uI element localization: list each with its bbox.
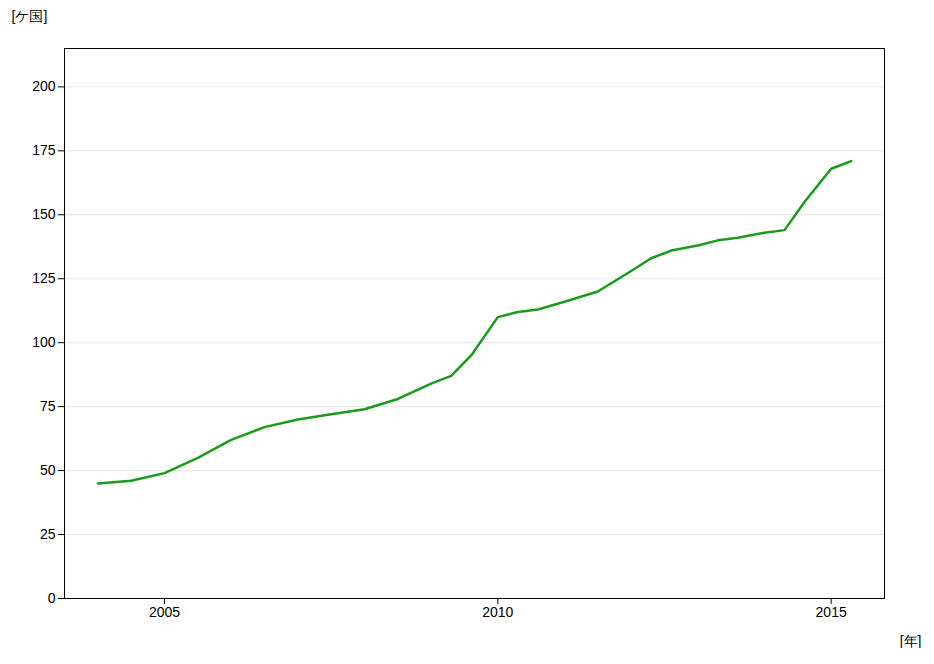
svg-text:100: 100 [32, 334, 56, 350]
svg-text:75: 75 [40, 398, 56, 414]
svg-text:0: 0 [48, 590, 56, 606]
svg-text:2010: 2010 [482, 604, 513, 620]
svg-text:2005: 2005 [149, 604, 180, 620]
svg-text:[年]: [年] [900, 633, 922, 649]
svg-text:[ケ国]: [ケ国] [12, 8, 48, 24]
svg-text:175: 175 [32, 142, 56, 158]
svg-text:200: 200 [32, 78, 56, 94]
svg-text:2015: 2015 [816, 604, 847, 620]
svg-text:150: 150 [32, 206, 56, 222]
svg-text:25: 25 [40, 526, 56, 542]
svg-text:50: 50 [40, 462, 56, 478]
svg-text:125: 125 [32, 270, 56, 286]
